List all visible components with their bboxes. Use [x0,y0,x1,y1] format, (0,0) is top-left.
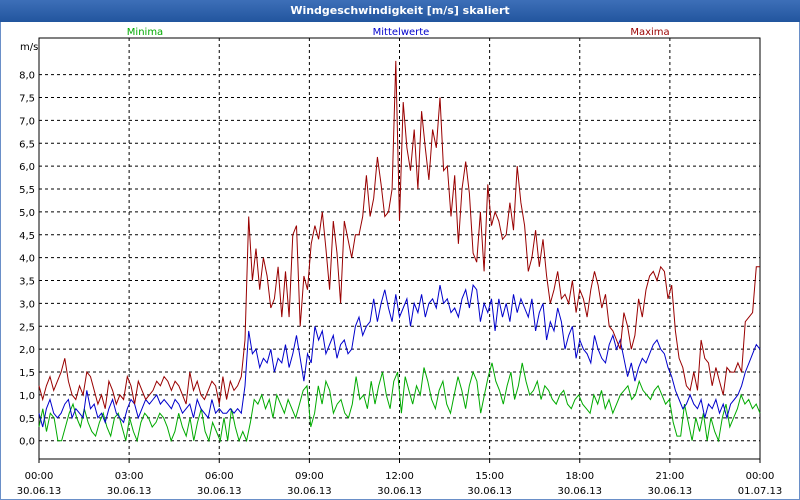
y-tick-label: 0,0 [19,437,35,448]
y-tick-label: 5,0 [19,208,35,219]
y-axis-ticks: 0,0 0,5 1,0 1,5 2,0 2,5 3,0 3,5 4,0 4,5 5,0 5,5 6,0 6… [19,71,35,448]
x-tick-date: 30.06.13 [107,486,152,497]
y-tick-label: 3,0 [19,299,35,310]
x-tick-date: 30.06.13 [467,486,512,497]
legend-item-mittelwerte: Mittelwerte [373,27,430,38]
x-tick-date: 30.06.13 [197,486,242,497]
x-tick-time: 15:00 [475,471,504,482]
x-tick-time: 12:00 [385,471,414,482]
y-tick-label: 7,0 [19,116,35,127]
y-tick-label: 1,5 [19,368,35,379]
chart-title: Windgeschwindigkeit [m/s] skaliert [0,0,800,22]
y-tick-label: 2,0 [19,345,35,356]
series-line-maxima [38,60,760,409]
series-line-mittelwerte [38,283,761,428]
y-tick-label: 5,5 [19,185,35,196]
grid-lines [39,38,760,459]
legend-item-maxima: Maxima [630,27,669,38]
y-tick-label: 6,0 [19,162,35,173]
x-tick-date: 30.06.13 [287,486,332,497]
x-tick-date: 01.07.13 [738,486,783,497]
y-tick-label: 4,5 [19,231,35,242]
x-tick-time: 09:00 [295,471,324,482]
y-tick-label: 6,5 [19,139,35,150]
x-axis-ticks: 00:00 30.06.13 03:00 30.06.13 06:00 30.06.13 0… [17,459,783,497]
y-tick-label: 7,5 [19,93,35,104]
legend: Minima Mittelwerte Maxima [127,27,670,38]
x-tick-time: 03:00 [115,471,144,482]
x-tick-time: 18:00 [565,471,594,482]
legend-item-minima: Minima [127,27,163,38]
x-tick-time: 00:00 [746,471,775,482]
x-tick-date: 30.06.13 [17,486,62,497]
series-lines [38,60,761,443]
y-tick-label: 3,5 [19,277,35,288]
x-tick-time: 21:00 [655,471,684,482]
x-tick-time: 00:00 [25,471,54,482]
y-tick-label: 2,5 [19,322,35,333]
y-tick-label: 4,0 [19,254,35,265]
x-tick-time: 06:00 [205,471,234,482]
x-tick-date: 30.06.13 [557,486,602,497]
x-tick-date: 30.06.13 [377,486,422,497]
y-tick-label: 1,0 [19,391,35,402]
series-line-minima [38,362,761,443]
y-tick-label: 8,0 [19,71,35,82]
y-axis-label: m/s [20,42,38,53]
y-tick-label: 0,5 [19,414,35,425]
x-tick-date: 30.06.13 [648,486,693,497]
